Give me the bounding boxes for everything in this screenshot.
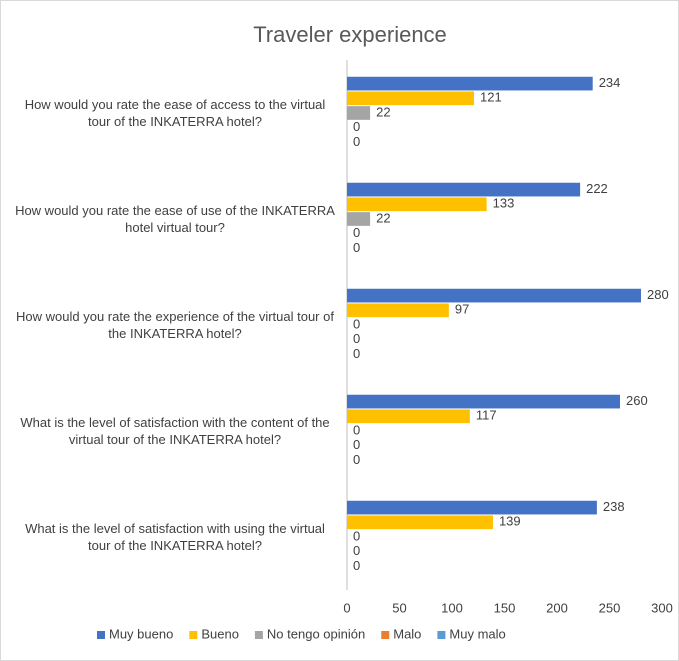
data-label: 234: [599, 75, 621, 90]
data-label: 0: [353, 437, 360, 452]
data-label: 0: [353, 316, 360, 331]
legend-label: Muy malo: [449, 626, 505, 641]
bar: [347, 303, 449, 318]
bar: [347, 500, 597, 515]
legend-label: No tengo opinión: [267, 626, 365, 641]
legend-swatch: [97, 631, 105, 639]
data-label: 0: [353, 422, 360, 437]
x-tick-label: 50: [392, 600, 406, 615]
legend-swatch: [381, 631, 390, 639]
data-label: 0: [353, 225, 360, 240]
data-label: 238: [603, 499, 625, 514]
data-label: 117: [476, 408, 497, 423]
category-label: How would you rate the ease of access to…: [24, 97, 326, 129]
bar: [347, 394, 620, 409]
data-label: 22: [376, 210, 390, 225]
data-label: 0: [353, 452, 360, 467]
data-label: 0: [353, 331, 360, 346]
data-label: 133: [493, 196, 515, 211]
category-label: What is the level of satisfaction with t…: [20, 415, 330, 447]
data-label: 97: [455, 302, 469, 317]
bar: [347, 197, 487, 212]
bar: [347, 106, 371, 120]
bar: [347, 409, 470, 424]
x-tick-label: 300: [651, 600, 673, 615]
x-tick-label: 0: [343, 600, 350, 615]
x-tick-label: 250: [599, 600, 621, 615]
bar: [347, 515, 493, 530]
legend-swatch: [254, 631, 263, 639]
data-label: 0: [353, 543, 360, 558]
chart-title: Traveler experience: [253, 22, 447, 47]
legend-swatch: [189, 631, 198, 639]
data-label: 222: [586, 181, 608, 196]
bar: [347, 91, 475, 106]
category-label: How would you rate the ease of use of th…: [15, 203, 335, 235]
data-label: 0: [353, 119, 360, 134]
x-tick-label: 150: [494, 600, 516, 615]
data-label: 0: [353, 558, 360, 573]
data-label: 22: [376, 104, 390, 119]
legend-label: Malo: [393, 626, 421, 641]
data-label: 260: [626, 393, 648, 408]
bar: [347, 182, 581, 197]
data-label: 280: [647, 287, 669, 302]
data-label: 139: [499, 514, 521, 529]
category-label: How would you rate the experience of the…: [16, 309, 334, 341]
bar: [347, 212, 371, 226]
legend-swatch: [437, 631, 446, 639]
legend-label: Muy bueno: [109, 626, 173, 641]
bar: [347, 288, 641, 303]
category-label: What is the level of satisfaction with u…: [25, 521, 325, 553]
x-tick-label: 200: [546, 600, 568, 615]
legend-label: Bueno: [201, 626, 239, 641]
data-label: 121: [480, 90, 502, 105]
bar: [347, 76, 593, 91]
x-tick-label: 100: [441, 600, 463, 615]
data-label: 0: [353, 346, 360, 361]
data-label: 0: [353, 134, 360, 149]
data-label: 0: [353, 528, 360, 543]
data-label: 0: [353, 240, 360, 255]
